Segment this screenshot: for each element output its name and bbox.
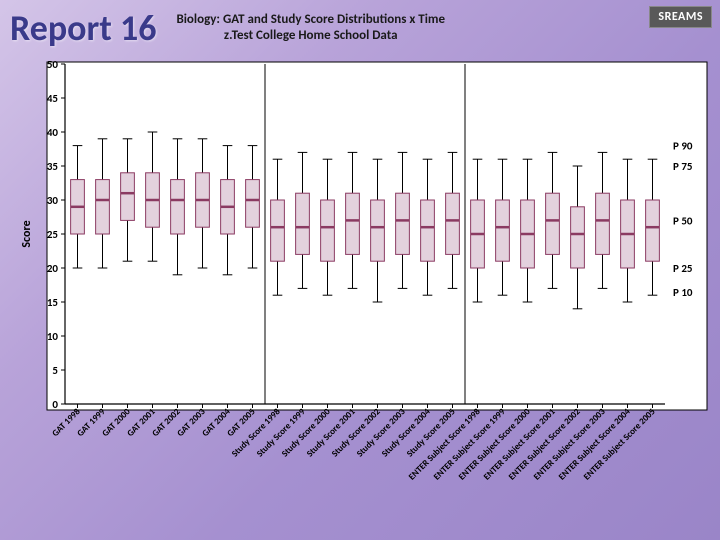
percentile-label: P 10 — [673, 286, 693, 299]
report-title: Report 16 — [10, 6, 156, 50]
y-tick-label: 45 — [47, 92, 59, 105]
percentile-label: P 50 — [673, 214, 693, 227]
y-tick-label: 20 — [47, 262, 59, 275]
y-tick-label: 25 — [47, 228, 59, 241]
box — [496, 200, 510, 261]
box — [396, 193, 410, 254]
percentile-label: P 90 — [673, 140, 693, 153]
box — [646, 200, 660, 261]
subtitle-line-1: Biology: GAT and Study Score Distributio… — [176, 12, 445, 28]
box — [571, 207, 585, 268]
boxplot-chart: 05101520253035404550ScoreGAT 1998GAT 199… — [10, 54, 710, 524]
y-axis-label: Score — [20, 220, 34, 247]
percentile-label: P 75 — [673, 160, 693, 173]
box — [596, 193, 610, 254]
chart-subtitle: Biology: GAT and Study Score Distributio… — [176, 12, 445, 43]
y-tick-label: 50 — [47, 58, 59, 71]
box — [446, 193, 460, 254]
box — [121, 173, 135, 221]
box — [546, 193, 560, 254]
box — [371, 200, 385, 261]
subtitle-line-2: z.Test College Home School Data — [176, 28, 445, 44]
y-tick-label: 35 — [47, 160, 59, 173]
percentile-label: P 25 — [673, 262, 693, 275]
box — [246, 180, 260, 228]
box — [296, 193, 310, 254]
y-tick-label: 0 — [52, 398, 58, 411]
box — [96, 180, 110, 234]
box — [321, 200, 335, 261]
box — [346, 193, 360, 254]
header: Report 16 Biology: GAT and Study Score D… — [0, 0, 720, 52]
y-tick-label: 5 — [52, 364, 58, 377]
chart-svg: 05101520253035404550ScoreGAT 1998GAT 199… — [10, 54, 710, 524]
y-tick-label: 40 — [47, 126, 59, 139]
y-tick-label: 10 — [47, 330, 59, 343]
y-tick-label: 15 — [47, 296, 59, 309]
box — [271, 200, 285, 261]
box — [421, 200, 435, 261]
sreams-logo: SREAMS — [649, 6, 712, 28]
box — [171, 180, 185, 234]
y-tick-label: 30 — [47, 194, 59, 207]
